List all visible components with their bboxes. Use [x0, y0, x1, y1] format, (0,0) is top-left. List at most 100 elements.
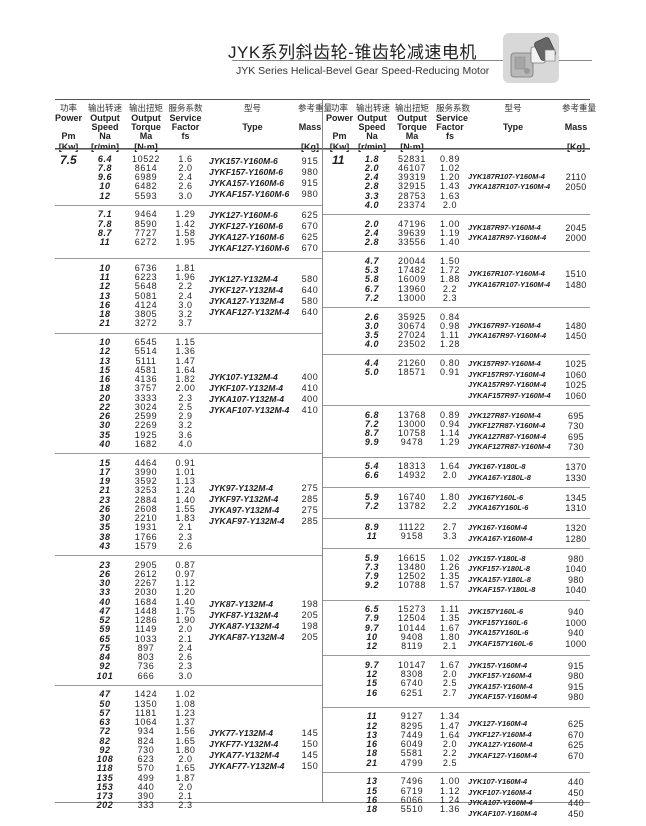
table-row: 82 824 1.65 — [82, 736, 207, 746]
service-factor: 1.29 — [175, 209, 196, 220]
model-item: JYKF157Y160L-6 1000 — [464, 618, 590, 629]
service-factor: 1.42 — [175, 218, 196, 229]
output-torque: 39639 — [397, 227, 427, 238]
spec-table-left: 功率 Power Pm [Kw] 输出转速 Output Speed Na [r/min] 输出扭… — [55, 99, 332, 810]
model-type: JYKA127R87-Y160M-4 — [468, 431, 547, 441]
output-torque: 9478 — [400, 437, 424, 448]
service-factor: 2.3 — [178, 800, 193, 811]
model-item: JYKAF127-Y132M-4 640 — [207, 307, 322, 318]
service-factor: 1.47 — [440, 720, 460, 731]
output-torque: 9158 — [400, 531, 424, 542]
service-factor: 1.96 — [175, 272, 196, 282]
model-mass: 1310 — [565, 503, 587, 513]
output-torque: 7727 — [134, 227, 158, 238]
output-speed: 19 — [99, 476, 111, 486]
table-row: 8.7 10758 1.14 — [356, 428, 464, 438]
output-speed: 153 — [96, 781, 114, 792]
output-speed: 38 — [99, 531, 111, 542]
table-row: 18 3757 2.00 — [82, 383, 207, 393]
model-list: JYK157-Y160M-6 915 JYKF157-Y160M-6 980 JYKA1… — [207, 155, 322, 201]
model-type: JYKA127-Y160M-6 — [209, 232, 284, 243]
header-speed-cn: 输出转速 — [87, 103, 122, 113]
model-item: JYKAF97-Y132M-4 285 — [207, 516, 322, 527]
service-factor: 2.5 — [442, 757, 458, 768]
model-item: JYKAF107-Y132M-4 410 — [207, 405, 322, 416]
service-factor: 1.02 — [175, 689, 196, 700]
title-divider — [232, 60, 592, 61]
service-factor: 2.1 — [178, 791, 193, 801]
output-speed: 12 — [99, 346, 111, 357]
header-mass-cn: 参考重量 — [562, 103, 597, 113]
model-mass: 980 — [568, 574, 584, 585]
model-type: JYKF157Y160L-6 — [468, 617, 528, 627]
model-type: JYKAF157Y160L-6 — [468, 638, 533, 648]
model-list: JYK107-Y132M-4 400 JYKF107-Y132M-4 410 JYKA1… — [207, 338, 322, 449]
output-speed: 7.8 — [97, 162, 113, 173]
model-type: JYK167-Y180L-8 — [468, 462, 526, 471]
model-item: JYK87-Y132M-4 198 — [207, 599, 322, 610]
rating-rows: 15 4464 0.91 17 3990 1.01 19 3592 1.13 21 3253 1.24… — [82, 458, 207, 552]
output-torque: 623 — [137, 754, 155, 764]
output-torque: 20044 — [397, 255, 427, 266]
model-item: JYKA157R97-Y160M-4 1025 — [464, 380, 590, 391]
power-value — [323, 493, 356, 514]
table-row: 20 3333 2.3 — [82, 393, 207, 403]
table-row: 84 803 2.6 — [82, 652, 207, 662]
table-row: 11 9127 1.34 — [356, 711, 464, 721]
model-type: JYK127-Y132M-4 — [209, 274, 278, 285]
spec-group: 7.5 6.4 10522 1.6 7.8 8614 2.0 9.6 6989 2.4 10 6482… — [55, 149, 322, 205]
table-row: 11 6272 1.95 — [82, 237, 207, 247]
output-speed: 40 — [99, 438, 111, 449]
table-row: 52 1286 1.90 — [82, 615, 207, 625]
model-mass: 450 — [568, 787, 584, 798]
model-mass: 980 — [568, 553, 584, 564]
output-torque: 16740 — [397, 491, 427, 502]
table-row: 75 897 2.4 — [82, 643, 207, 653]
output-torque: 390 — [137, 791, 155, 801]
service-factor: 1.15 — [175, 337, 196, 347]
spec-group: 10 6736 1.81 11 6223 1.96 12 5648 2.2 13 5081 2.4 16… — [55, 258, 322, 332]
service-factor: 2.7 — [442, 687, 458, 698]
model-list: JYK157-Y180L-8 980 JYKF157-Y180L-8 1040 JYKA… — [464, 554, 590, 596]
table-row: 23 2905 0.87 — [82, 560, 207, 570]
table-row: 7.3 13480 1.26 — [356, 561, 464, 572]
header-power: 功率 Power Pm [Kw] — [323, 103, 356, 152]
service-factor: 1.20 — [440, 172, 460, 182]
output-torque: 3272 — [134, 318, 158, 329]
model-item: JYKF157R97-Y160M-4 1060 — [464, 370, 590, 381]
model-item: JYKAF127R87-Y160M-4 730 — [464, 442, 590, 453]
output-torque: 736 — [137, 661, 155, 672]
model-item: JYK157-Y160M-4 915 — [464, 661, 590, 672]
power-value — [323, 661, 356, 703]
output-torque: 7449 — [400, 729, 424, 740]
output-speed: 21 — [366, 757, 378, 768]
output-speed: 2.0 — [364, 162, 380, 173]
table-row: 35 1925 3.6 — [82, 430, 207, 440]
output-speed: 7.2 — [364, 418, 380, 429]
table-row: 2.6 35925 0.84 — [356, 312, 464, 322]
output-torque: 6740 — [400, 678, 424, 689]
output-torque: 16009 — [397, 274, 427, 285]
service-factor: 1.75 — [175, 605, 196, 616]
output-speed: 15 — [366, 678, 378, 689]
output-speed: 7.2 — [364, 500, 380, 511]
model-mass: 940 — [568, 607, 584, 618]
header-speed-l3: Na — [99, 131, 111, 141]
output-torque: 6223 — [134, 272, 158, 282]
output-torque: 5510 — [400, 804, 424, 814]
model-mass: 285 — [301, 493, 319, 504]
header-service-l1: Service — [436, 113, 469, 123]
model-mass: 730 — [568, 442, 584, 452]
table-row: 12 5648 2.2 — [82, 281, 207, 291]
model-type: JYKA87-Y132M-4 — [209, 620, 280, 631]
model-mass: 980 — [568, 692, 584, 703]
service-factor: 1.26 — [440, 561, 460, 572]
table-row: 3.3 28753 1.63 — [356, 191, 464, 201]
output-speed: 10 — [99, 181, 111, 192]
table-row: 10 6482 2.6 — [82, 181, 207, 192]
model-type: JYKF157R97-Y160M-4 — [468, 369, 546, 379]
model-type: JYKA157Y160L-6 — [468, 628, 529, 638]
output-torque: 18571 — [397, 367, 427, 378]
table-row: 2.4 39319 1.20 — [356, 172, 464, 182]
model-item: JYKA127-Y160M-6 625 — [207, 232, 322, 243]
